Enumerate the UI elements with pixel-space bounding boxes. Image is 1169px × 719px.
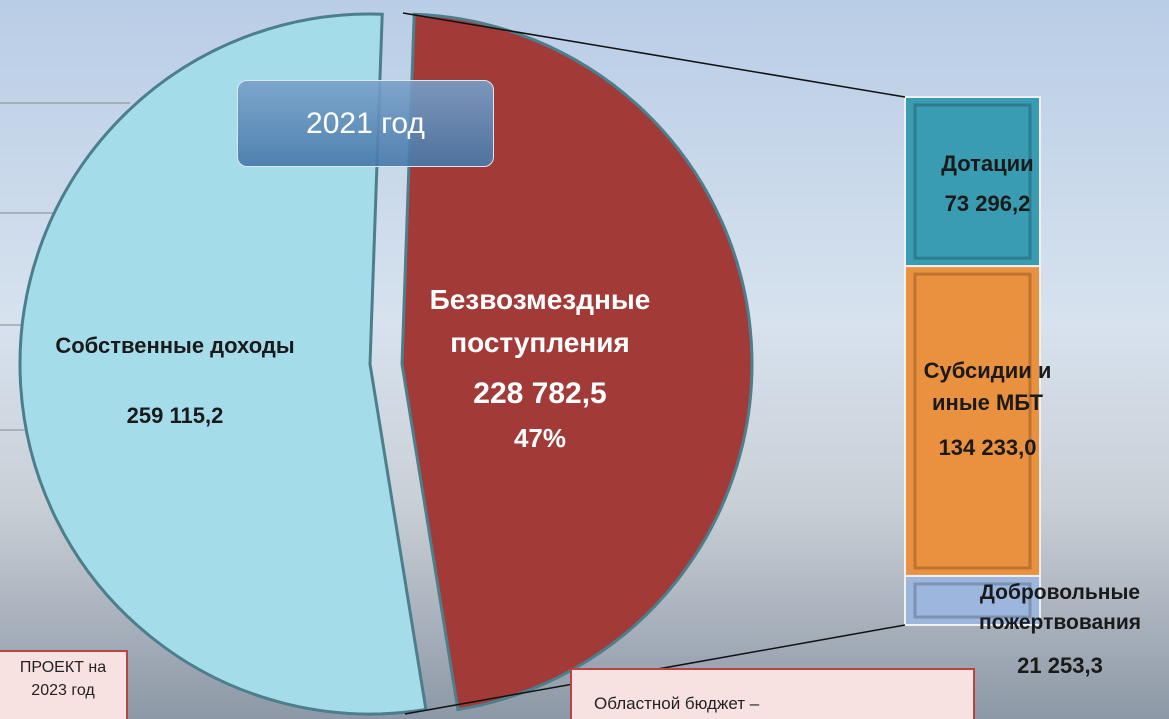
bar-segment [905,97,1040,266]
segment-name: Дотации [920,148,1055,180]
segment-value-label: 21 253,3 [950,650,1169,682]
segment-name: Добровольные пожертвования [950,578,1169,639]
segment-value-label: 73 296,2 [920,188,1055,220]
slice-name: Собственные доходы [55,330,295,362]
slice-name: Безвозмездные поступления [405,278,675,365]
slide: 2021 год Собственные доходы 259 115,2 Бе… [0,0,1169,719]
slice-share-label: 47% [405,420,675,458]
annotation: Областной бюджет – [570,668,975,719]
chart-title: 2021 год [237,80,494,167]
segment-name: Субсидии и иные МБТ [920,355,1055,419]
segment-value-label: 134 233,0 [920,432,1055,464]
annotation: ПРОЕКТ на 2023 год [0,650,128,719]
slice-value-label: 259 115,2 [55,400,295,432]
bar-segment [905,266,1040,576]
slice-value-label: 228 782,5 [405,372,675,416]
